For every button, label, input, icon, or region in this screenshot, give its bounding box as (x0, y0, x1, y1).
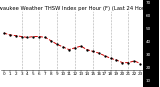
Text: 50: 50 (146, 27, 151, 31)
Text: 40: 40 (146, 40, 151, 44)
Text: 10: 10 (146, 78, 151, 82)
Text: 20: 20 (146, 66, 151, 70)
Text: 60: 60 (146, 14, 151, 18)
Text: 70: 70 (146, 1, 151, 5)
Title: Milwaukee Weather THSW Index per Hour (F) (Last 24 Hours): Milwaukee Weather THSW Index per Hour (F… (0, 6, 153, 11)
Text: 30: 30 (146, 53, 151, 57)
